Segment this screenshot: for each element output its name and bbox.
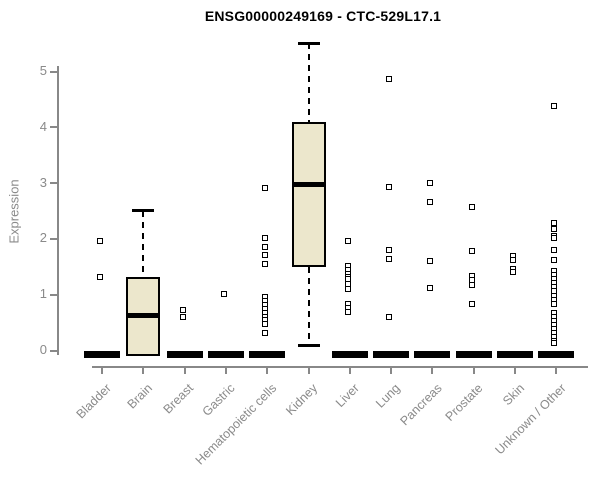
outlier-point <box>551 256 558 263</box>
x-axis-tick <box>142 367 145 374</box>
lower-whisker <box>307 267 310 346</box>
outlier-point <box>262 235 269 242</box>
chart-title: ENSG00000249169 - CTC-529L17.1 <box>204 8 442 24</box>
x-axis-tick <box>266 367 269 374</box>
outlier-point <box>468 301 475 308</box>
outlier-point <box>427 284 434 291</box>
outlier-point <box>262 252 269 259</box>
collapsed-box-at-zero <box>84 351 120 358</box>
outlier-point <box>551 246 558 253</box>
lower-whisker-cap <box>297 344 320 348</box>
outlier-point <box>220 291 227 298</box>
x-axis-category-label: Gastric <box>199 381 238 419</box>
x-axis-tick <box>555 367 558 374</box>
y-axis-tick-label: 4 <box>39 118 47 134</box>
x-axis-tick <box>101 367 103 374</box>
outlier-point <box>427 179 434 186</box>
collapsed-box-at-zero <box>538 351 575 358</box>
y-axis-tick-label: 5 <box>39 63 47 78</box>
x-axis-tick <box>224 367 227 374</box>
y-axis-tick-label: 3 <box>39 174 47 190</box>
x-axis-line <box>92 366 588 368</box>
collapsed-box-at-zero <box>373 351 410 358</box>
outlier-point <box>510 256 516 263</box>
x-axis-tick <box>472 367 475 374</box>
outlier-point <box>551 103 558 110</box>
outlier-point <box>262 260 269 267</box>
outlier-point <box>97 274 103 281</box>
outlier-point <box>386 184 393 191</box>
outlier-point <box>551 340 558 347</box>
collapsed-box-at-zero <box>249 351 286 358</box>
outlier-point <box>427 199 434 206</box>
y-axis-tick-label: 0 <box>39 342 47 357</box>
outlier-point <box>468 203 475 210</box>
x-axis-tick <box>307 367 310 374</box>
outlier-point <box>468 247 475 254</box>
x-axis-tick <box>348 367 351 374</box>
x-axis-category-label: Pancreas <box>397 381 445 429</box>
x-axis-category-label: Skin <box>499 381 527 409</box>
outlier-point <box>179 313 186 320</box>
collapsed-box-at-zero <box>166 351 203 358</box>
y-axis-tick <box>50 349 57 352</box>
x-axis-category-label: Prostate <box>442 381 486 424</box>
upper-whisker-cap <box>132 209 155 212</box>
median-line <box>126 312 161 318</box>
x-axis-category-label: Liver <box>332 381 362 411</box>
collapsed-box-at-zero <box>455 351 492 358</box>
box-iqr <box>291 122 326 268</box>
outlier-point <box>179 306 186 313</box>
outlier-point <box>427 257 434 264</box>
x-axis-category-label: Unknown / Other <box>491 381 569 458</box>
collapsed-box-at-zero <box>207 351 244 358</box>
outlier-point <box>344 238 351 245</box>
outlier-point <box>386 246 393 253</box>
y-axis-tick-label: 1 <box>39 286 47 302</box>
outlier-point <box>262 321 269 328</box>
median-line <box>291 181 326 187</box>
x-axis-category-label: Breast <box>161 381 197 417</box>
x-axis-tick <box>431 367 434 374</box>
outlier-point <box>551 226 558 233</box>
x-axis-category-label: Kidney <box>283 381 321 418</box>
outlier-point <box>386 313 393 320</box>
x-axis-category-label: Lung <box>373 381 404 411</box>
collapsed-box-at-zero <box>497 351 533 358</box>
x-axis-tick <box>183 367 186 374</box>
upper-whisker <box>307 43 310 123</box>
outlier-point <box>344 309 351 316</box>
x-axis-tick <box>514 367 516 374</box>
outlier-point <box>468 281 475 288</box>
outlier-point <box>551 219 558 226</box>
y-axis-tick <box>50 70 57 73</box>
x-axis-category-label: Hematopoietic cells <box>192 381 280 468</box>
collapsed-box-at-zero <box>414 351 451 358</box>
outlier-point <box>262 243 269 250</box>
outlier-point <box>262 185 269 192</box>
outlier-point <box>386 256 393 263</box>
outlier-point <box>551 300 558 307</box>
upper-whisker <box>142 210 145 278</box>
x-axis-tick <box>390 367 393 374</box>
outlier-point <box>97 238 103 245</box>
y-axis-tick <box>50 182 57 185</box>
y-axis-tick <box>50 293 57 296</box>
outlier-point <box>386 76 393 83</box>
outlier-point <box>551 235 558 242</box>
y-axis-line <box>57 66 59 355</box>
y-axis-tick-label: 2 <box>39 230 47 246</box>
y-axis-tick <box>50 237 57 240</box>
outlier-point <box>344 285 351 292</box>
collapsed-box-at-zero <box>331 351 368 358</box>
y-axis-tick <box>50 126 57 129</box>
x-axis-category-label: Brain <box>124 381 156 412</box>
outlier-point <box>262 330 269 337</box>
x-axis-category-label: Bladder <box>73 381 114 422</box>
outlier-point <box>510 269 516 276</box>
upper-whisker-cap <box>297 41 320 45</box>
